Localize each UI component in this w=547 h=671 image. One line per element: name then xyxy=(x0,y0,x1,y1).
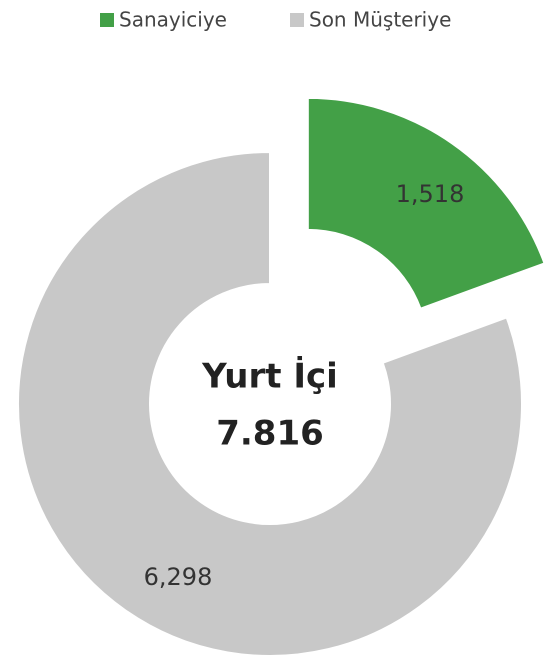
data-label: 6,298 xyxy=(144,563,213,591)
legend-label: Son Müşteriye xyxy=(309,8,451,32)
legend-swatch xyxy=(100,13,114,27)
legend-swatch xyxy=(290,13,304,27)
center-total: 7.816 xyxy=(216,414,324,454)
donut-slice xyxy=(306,96,546,310)
legend-label: Sanayiciye xyxy=(119,8,227,32)
donut-slice xyxy=(17,150,523,657)
center-title: Yurt İçi xyxy=(201,356,338,397)
data-label: 1,518 xyxy=(396,180,465,208)
